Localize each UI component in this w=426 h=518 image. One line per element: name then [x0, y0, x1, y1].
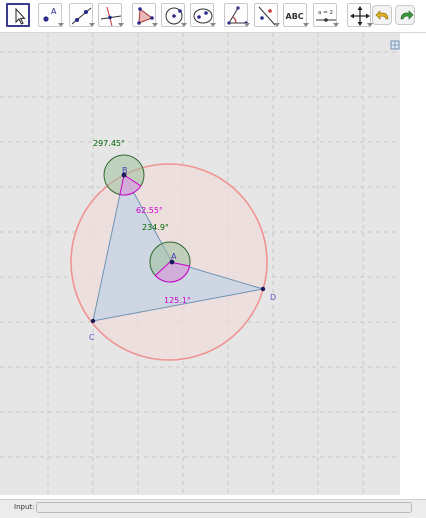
chevron-down-icon [118, 23, 124, 27]
point-label-b: B [122, 166, 128, 175]
point-label-a: A [171, 252, 177, 261]
move-tool[interactable] [6, 3, 30, 27]
reflect-about-line-icon [258, 6, 276, 26]
point-d[interactable] [260, 286, 266, 292]
circle-center-point-icon [165, 7, 183, 25]
ellipse-icon [193, 8, 213, 24]
point-label-d: D [270, 293, 276, 302]
toolbar: A [0, 0, 426, 33]
right-panel-strip [400, 33, 426, 495]
perpendicular-line-tool[interactable] [98, 3, 124, 27]
chevron-down-icon [244, 23, 250, 27]
chevron-down-icon [181, 23, 187, 27]
perspectives-icon [390, 40, 400, 50]
chevron-down-icon [367, 23, 373, 27]
cursor-arrow-icon [15, 7, 26, 25]
point-icon: A [43, 7, 57, 22]
point-tool-label: A [51, 7, 57, 16]
line-tool[interactable] [69, 3, 95, 27]
perpendicular-line-icon [100, 6, 122, 27]
move-graphics-view-tool[interactable] [347, 3, 373, 27]
chevron-down-icon [89, 23, 95, 27]
perspectives-toggle[interactable] [390, 35, 400, 50]
point-tool[interactable]: A [38, 3, 64, 27]
angle-icon [227, 6, 248, 25]
ellipse-tool[interactable] [190, 3, 216, 27]
angle-label-a-outer: 234.9° [142, 223, 169, 232]
grid [0, 33, 400, 495]
undo-button[interactable] [372, 5, 392, 25]
line-through-points-icon [71, 7, 92, 25]
chevron-down-icon [303, 23, 309, 27]
redo-icon [400, 10, 414, 20]
reflect-tool[interactable] [254, 3, 280, 27]
input-label: Input: [14, 503, 35, 511]
polygon-tool[interactable] [132, 3, 158, 27]
circle-tool[interactable] [161, 3, 187, 27]
redo-button[interactable] [395, 5, 415, 25]
point-a[interactable] [169, 259, 175, 265]
graphics-view[interactable]: A B C D 297.45° 62.55° 234.9° 125.1° [0, 33, 400, 495]
point-c[interactable] [90, 318, 96, 324]
angle-label-b-outer: 297.45° [93, 139, 125, 148]
chevron-down-icon [210, 23, 216, 27]
angle-sector-a[interactable] [154, 261, 191, 283]
text-icon: ABC [286, 12, 304, 21]
angle-sector-b[interactable] [119, 174, 142, 196]
point-label-c: C [89, 333, 95, 342]
graphics-canvas[interactable]: A B C D 297.45° 62.55° 234.9° 125.1° [0, 33, 400, 495]
chevron-down-icon [58, 23, 64, 27]
angle-label-a-inner: 125.1° [164, 296, 191, 305]
slider-tool[interactable]: a = 2 [313, 3, 339, 27]
input-field[interactable] [36, 502, 412, 513]
point-b[interactable] [121, 172, 127, 178]
slider-icon: a = 2 [316, 10, 336, 22]
chevron-down-icon [152, 23, 158, 27]
chevron-down-icon [333, 23, 339, 27]
angle-tool[interactable] [224, 3, 250, 27]
input-bar: Input: [0, 499, 426, 518]
polygon-icon [137, 7, 154, 25]
text-tool-label: ABC [286, 12, 304, 21]
text-tool[interactable]: ABC [283, 3, 309, 27]
slider-tool-label: a = 2 [318, 10, 333, 16]
angle-label-b-inner: 62.55° [136, 206, 163, 215]
move-view-icon [350, 6, 370, 26]
undo-icon [375, 10, 389, 20]
chevron-down-icon [274, 23, 280, 27]
